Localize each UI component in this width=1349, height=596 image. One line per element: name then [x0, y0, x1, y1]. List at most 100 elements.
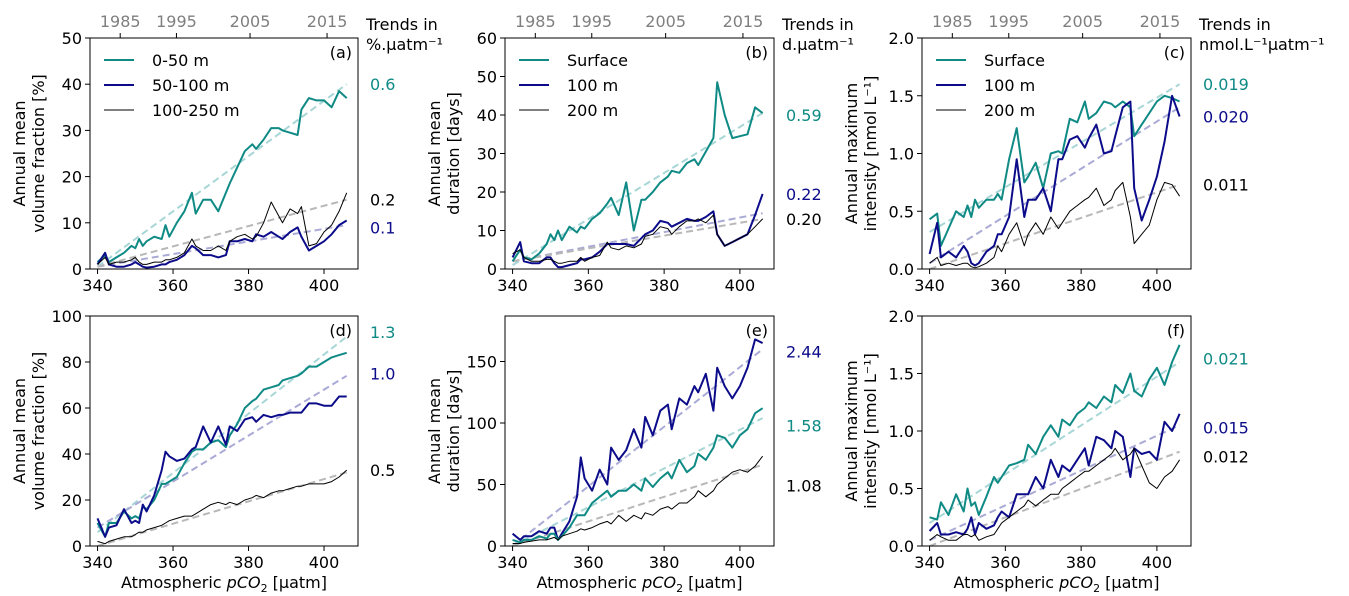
x-tick-label: 340 [497, 553, 528, 572]
trend-fit-line [512, 417, 764, 546]
x-axis-label: Atmospheric pCO2 [μatm] [536, 573, 742, 595]
trend-fit-line [929, 183, 1180, 269]
top-year-tick-label: 2005 [645, 12, 686, 31]
y-tick-label: 0.0 [889, 537, 914, 556]
series-line [97, 192, 348, 265]
y-axis-label: Annual meanvolume fraction [%] [10, 74, 48, 233]
y-tick-label: 0 [487, 260, 497, 279]
y-axis-label-line: intensity [nmol L⁻¹] [861, 76, 880, 232]
plot-frame [921, 315, 1192, 547]
legend-label: 100-250 m [152, 101, 240, 120]
top-year-tick-label: 1985 [100, 12, 141, 31]
y-tick-label: 0.5 [889, 480, 914, 499]
trend-fit-line [929, 83, 1181, 233]
x-tick-label: 400 [1142, 553, 1173, 572]
top-year-tick-label: 1985 [932, 12, 973, 31]
panel-d: 340 360 380 400 0 20 40 60 80 100 Annual meanvolum… [10, 307, 396, 595]
series-line [928, 413, 1181, 536]
series-line [929, 344, 1181, 521]
x-tick-label: 380 [233, 553, 264, 572]
series-line [511, 193, 764, 269]
y-axis-label-line: volume fraction [%] [29, 74, 48, 233]
legend-label: 100 m [567, 76, 618, 95]
series-line [928, 94, 1181, 247]
y-axis-label-line: Annual maximum [842, 360, 861, 501]
top-year-tick-label: 2015 [307, 12, 348, 31]
y-axis-label: Annual meanduration [days] [425, 92, 463, 215]
x-tick-label: 380 [649, 276, 680, 295]
x-tick-label: 400 [1142, 276, 1173, 295]
y-axis-label-line: duration [days] [444, 92, 463, 215]
top-year-tick-label: 2015 [723, 12, 764, 31]
y-tick-label: 40 [62, 445, 82, 464]
trend-value: 0.021 [1203, 350, 1249, 369]
series-line [97, 469, 348, 545]
y-tick-label: 80 [62, 353, 82, 372]
x-axis-label-units: [μatm] [268, 573, 327, 592]
x-axis-label-units: [μatm] [683, 573, 742, 592]
legend-label: 200 m [567, 101, 618, 120]
trend-value: 1.58 [786, 416, 822, 435]
x-tick-label: 340 [82, 553, 113, 572]
y-axis-label-line: Annual mean [425, 378, 444, 484]
series-line [512, 455, 763, 544]
top-year-tick-label: 1995 [988, 12, 1029, 31]
y-axis-label-line: Annual maximum [842, 83, 861, 224]
top-year-tick-label: 2015 [1140, 12, 1181, 31]
trend-value: 0.59 [786, 106, 822, 125]
series-line [512, 407, 764, 544]
plot-frame [921, 37, 1192, 270]
y-tick-label: 60 [62, 399, 82, 418]
y-axis-label-line: intensity [nmol L⁻¹] [861, 353, 880, 509]
x-axis-label-sub: 2 [1093, 582, 1100, 595]
y-tick-label: 0 [487, 537, 497, 556]
x-tick-label: 360 [158, 276, 189, 295]
y-tick-label: 30 [477, 145, 497, 164]
panel-letter: (d) [329, 321, 352, 340]
y-tick-label: 20 [62, 168, 82, 187]
trend-value: 0.1 [370, 218, 395, 237]
panel-letter: (f) [1167, 321, 1185, 340]
y-tick-label: 0 [72, 260, 82, 279]
x-tick-label: 340 [914, 276, 945, 295]
y-tick-label: 0.5 [889, 202, 914, 221]
plot-frame [89, 315, 359, 547]
y-axis-label-line: volume fraction [%] [29, 352, 48, 511]
x-axis-label-prefix: Atmospheric [953, 573, 1059, 592]
y-axis-label-line: Annual mean [425, 100, 444, 206]
x-tick-label: 380 [1066, 553, 1097, 572]
trend-fit-line [512, 217, 763, 263]
y-tick-label: 2.0 [889, 29, 914, 48]
trend-header: nmol.L⁻¹μatm⁻¹ [1199, 35, 1325, 54]
y-axis-label: Annual meanvolume fraction [%] [10, 352, 48, 511]
y-axis-label-line: Annual mean [10, 378, 29, 484]
series-line [511, 81, 764, 262]
panel-letter: (e) [746, 321, 768, 340]
trend-header: %.μatm⁻¹ [366, 35, 443, 54]
x-tick-label: 380 [1066, 276, 1097, 295]
x-axis-label-prefix: Atmospheric [121, 573, 227, 592]
trend-value: 1.08 [786, 477, 822, 496]
trend-fit-line [97, 374, 348, 529]
y-tick-label: 10 [477, 222, 497, 241]
y-axis-label: Annual maximumintensity [nmol L⁻¹] [842, 76, 880, 232]
x-tick-label: 340 [497, 276, 528, 295]
trend-value: 0.011 [1203, 176, 1249, 195]
panel-letter: (b) [745, 43, 768, 62]
x-axis-label-var: pCO [1058, 573, 1093, 592]
trend-value: 0.019 [1203, 75, 1249, 94]
trend-fit-line [929, 361, 1181, 524]
y-tick-label: 1.5 [889, 365, 914, 384]
y-tick-label: 40 [62, 75, 82, 94]
trend-header: Trends in [781, 15, 854, 34]
trend-value: 2.44 [786, 343, 822, 362]
y-axis-label-line: Annual mean [10, 100, 29, 206]
trend-value: 0.6 [370, 75, 395, 94]
panel-c: 340 360 380 400 0.0 0.5 1.0 1.5 2.0 Annual maximu… [842, 12, 1325, 295]
y-tick-label: 60 [477, 29, 497, 48]
panel-f: 340 360 380 400 0.0 0.5 1.0 1.5 2.0 Annual maximu… [842, 307, 1249, 595]
x-axis-label: Atmospheric pCO2 [μatm] [953, 573, 1159, 595]
